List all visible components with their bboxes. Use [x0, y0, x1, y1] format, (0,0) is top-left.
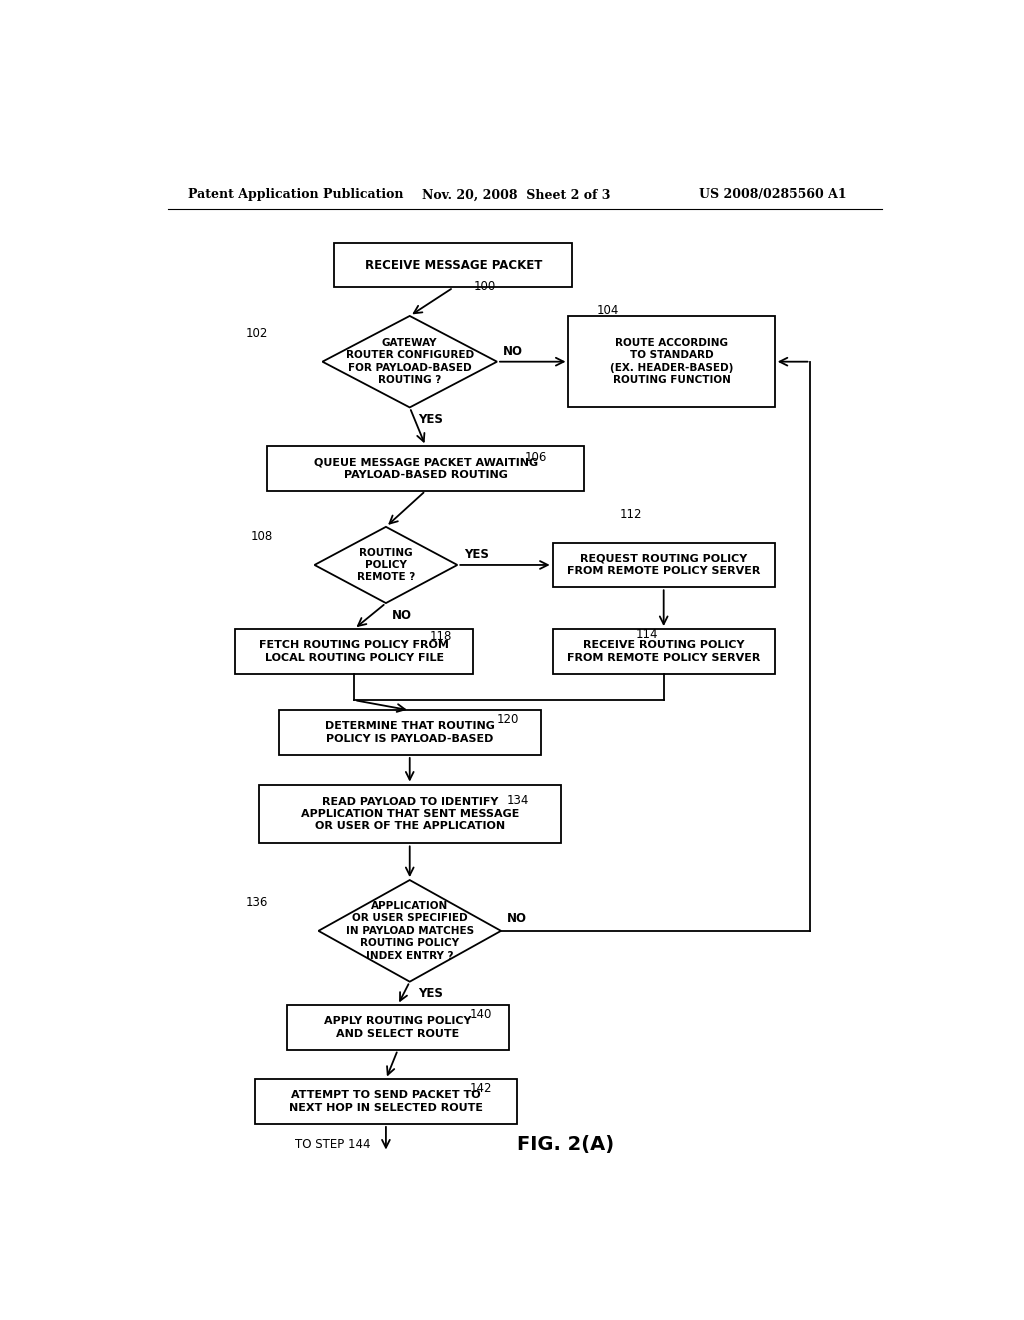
Text: YES: YES [418, 413, 442, 426]
Text: Patent Application Publication: Patent Application Publication [187, 189, 403, 202]
Text: ROUTING
POLICY
REMOTE ?: ROUTING POLICY REMOTE ? [356, 548, 415, 582]
FancyBboxPatch shape [267, 446, 585, 491]
Text: 106: 106 [524, 450, 547, 463]
Text: NO: NO [507, 912, 527, 925]
Text: US 2008/0285560 A1: US 2008/0285560 A1 [699, 189, 847, 202]
Text: 120: 120 [497, 713, 519, 726]
Text: GATEWAY
ROUTER CONFIGURED
FOR PAYLOAD-BASED
ROUTING ?: GATEWAY ROUTER CONFIGURED FOR PAYLOAD-BA… [346, 338, 474, 385]
Text: READ PAYLOAD TO IDENTIFY
APPLICATION THAT SENT MESSAGE
OR USER OF THE APPLICATIO: READ PAYLOAD TO IDENTIFY APPLICATION THA… [300, 796, 519, 832]
Text: Nov. 20, 2008  Sheet 2 of 3: Nov. 20, 2008 Sheet 2 of 3 [422, 189, 610, 202]
Polygon shape [318, 880, 501, 982]
FancyBboxPatch shape [255, 1080, 517, 1125]
Polygon shape [314, 527, 458, 603]
Text: YES: YES [418, 987, 442, 1001]
Polygon shape [323, 315, 497, 408]
Text: 102: 102 [246, 327, 268, 339]
FancyBboxPatch shape [287, 1005, 509, 1049]
Text: RECEIVE ROUTING POLICY
FROM REMOTE POLICY SERVER: RECEIVE ROUTING POLICY FROM REMOTE POLIC… [567, 640, 761, 663]
Text: TO STEP 144: TO STEP 144 [295, 1138, 370, 1151]
Text: 108: 108 [251, 531, 273, 543]
Text: ROUTE ACCORDING
TO STANDARD
(EX. HEADER-BASED)
ROUTING FUNCTION: ROUTE ACCORDING TO STANDARD (EX. HEADER-… [610, 338, 733, 385]
FancyBboxPatch shape [236, 630, 473, 673]
Text: FETCH ROUTING POLICY FROM
LOCAL ROUTING POLICY FILE: FETCH ROUTING POLICY FROM LOCAL ROUTING … [259, 640, 450, 663]
Text: REQUEST ROUTING POLICY
FROM REMOTE POLICY SERVER: REQUEST ROUTING POLICY FROM REMOTE POLIC… [567, 554, 761, 576]
Text: 140: 140 [469, 1007, 492, 1020]
Text: 100: 100 [473, 280, 496, 293]
Text: QUEUE MESSAGE PACKET AWAITING
PAYLOAD-BASED ROUTING: QUEUE MESSAGE PACKET AWAITING PAYLOAD-BA… [313, 457, 538, 479]
Text: 114: 114 [636, 627, 658, 640]
Text: YES: YES [464, 548, 488, 561]
Text: RECEIVE MESSAGE PACKET: RECEIVE MESSAGE PACKET [365, 259, 542, 272]
FancyBboxPatch shape [553, 630, 775, 673]
Text: FIG. 2(A): FIG. 2(A) [517, 1135, 614, 1154]
FancyBboxPatch shape [553, 543, 775, 587]
Text: APPLY ROUTING POLICY
AND SELECT ROUTE: APPLY ROUTING POLICY AND SELECT ROUTE [324, 1016, 472, 1039]
FancyBboxPatch shape [279, 710, 541, 755]
Text: ATTEMPT TO SEND PACKET TO
NEXT HOP IN SELECTED ROUTE: ATTEMPT TO SEND PACKET TO NEXT HOP IN SE… [289, 1090, 483, 1113]
Text: NO: NO [392, 609, 413, 622]
Text: DETERMINE THAT ROUTING
POLICY IS PAYLOAD-BASED: DETERMINE THAT ROUTING POLICY IS PAYLOAD… [325, 722, 495, 744]
Text: APPLICATION
OR USER SPECIFIED
IN PAYLOAD MATCHES
ROUTING POLICY
INDEX ENTRY ?: APPLICATION OR USER SPECIFIED IN PAYLOAD… [346, 902, 474, 961]
Text: 134: 134 [507, 795, 529, 808]
Text: 142: 142 [469, 1082, 492, 1094]
FancyBboxPatch shape [568, 315, 775, 408]
Text: NO: NO [504, 345, 523, 358]
FancyBboxPatch shape [259, 784, 560, 843]
Text: 136: 136 [246, 896, 268, 909]
FancyBboxPatch shape [334, 243, 572, 288]
Text: 104: 104 [596, 305, 618, 317]
Text: 118: 118 [430, 630, 452, 643]
Text: 112: 112 [620, 508, 642, 520]
